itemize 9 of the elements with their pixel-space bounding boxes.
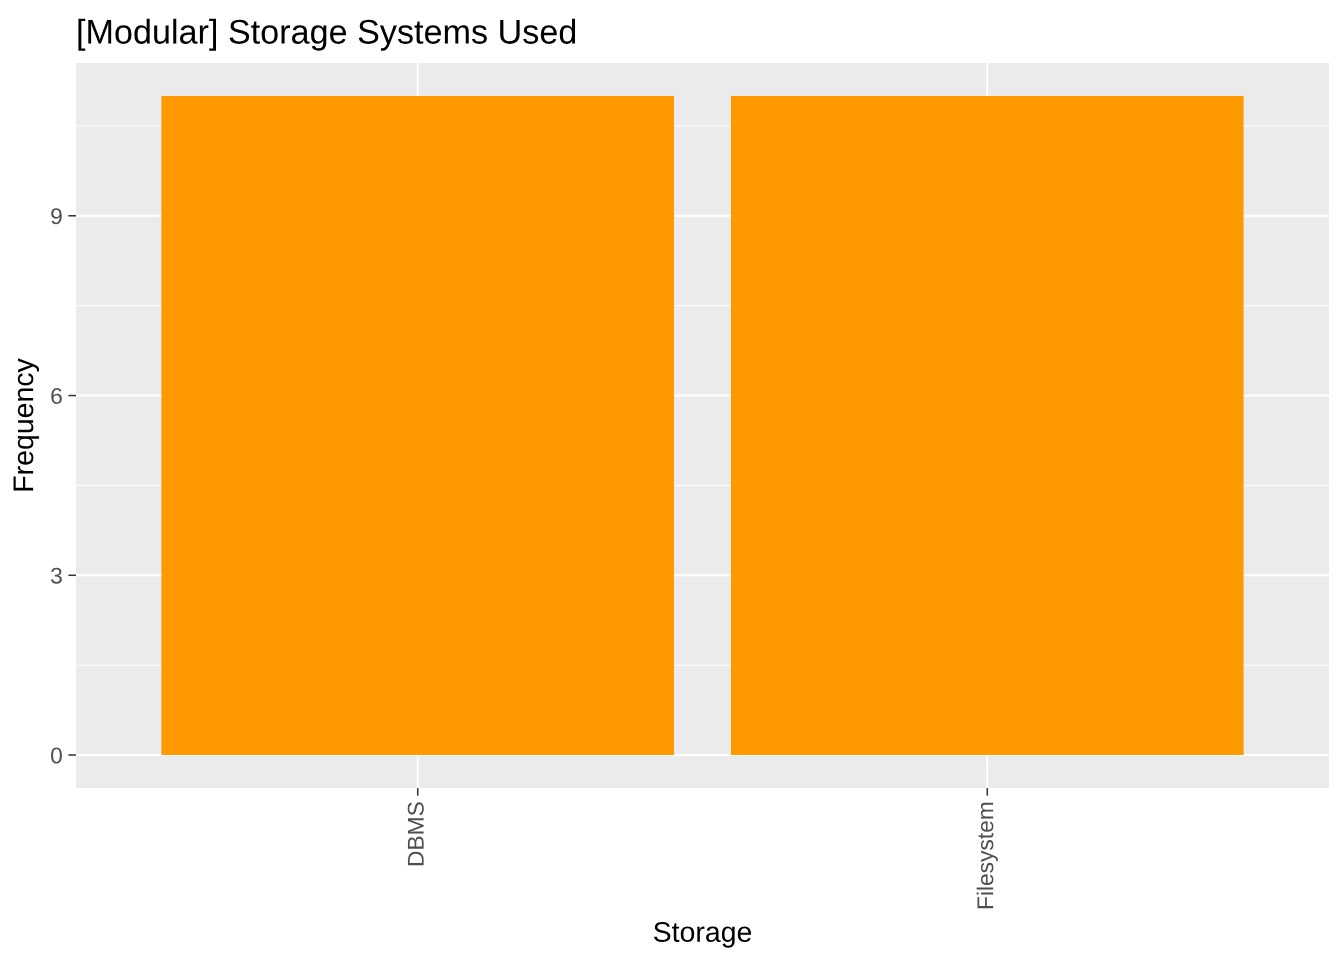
y-tick-label: 6 xyxy=(51,387,62,405)
x-axis-title: Storage xyxy=(653,921,752,948)
x-tick-label: DBMS xyxy=(407,802,424,866)
x-tick-label: Filesystem xyxy=(976,802,998,909)
y-axis-title: Frequency xyxy=(13,358,40,491)
y-tick-label: 9 xyxy=(51,208,62,225)
y-tick-label: 0 xyxy=(51,747,62,764)
chart-title: [Modular] Storage Systems Used xyxy=(78,18,576,51)
y-tick-label: 3 xyxy=(51,567,62,584)
